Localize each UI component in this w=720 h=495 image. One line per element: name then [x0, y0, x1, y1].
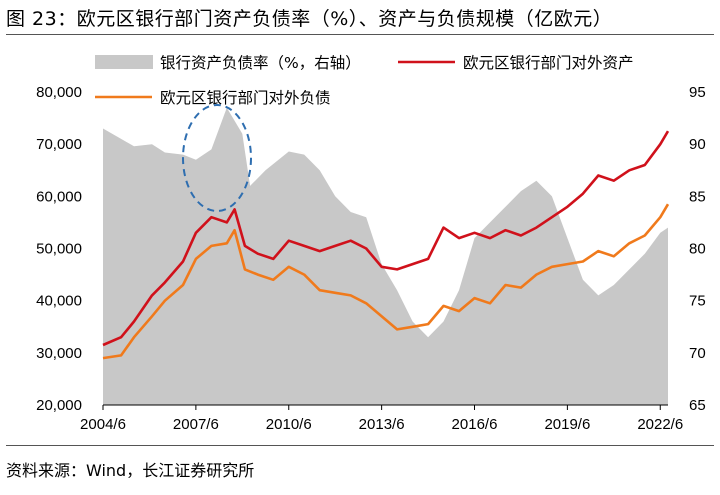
footer-rule	[6, 445, 714, 446]
legend: 银行资产负债率（%，右轴） 欧元区银行部门对外资产 欧元区银行部门对外负债	[95, 54, 634, 107]
chart-title: 图 23：欧元区银行部门资产负债率（%）、资产与负债规模（亿欧元）	[6, 8, 613, 30]
y-left-tick-label: 30,000	[36, 345, 82, 362]
legend-label-ratio: 银行资产负债率（%，右轴）	[160, 54, 361, 72]
y-right-tick-label: 75	[689, 293, 706, 310]
assets-line	[102, 130, 670, 347]
liabilities-line	[102, 203, 670, 360]
y-right-tick-label: 65	[689, 397, 706, 414]
x-tick-label: 2007/6	[173, 416, 219, 433]
y-left-tick-label: 60,000	[36, 188, 82, 205]
legend-label-assets: 欧元区银行部门对外资产	[463, 54, 634, 72]
annotation-ellipse	[182, 104, 252, 212]
x-tick-label: 2022/6	[637, 416, 683, 433]
y-right-tick-label: 90	[689, 136, 706, 153]
x-tick-label: 2013/6	[359, 416, 405, 433]
legend-label-liabilities: 欧元区银行部门对外负债	[160, 89, 331, 107]
y-right-tick-label: 95	[689, 84, 706, 101]
y-right-tick-label: 85	[689, 188, 706, 205]
y-left-tick-label: 50,000	[36, 241, 82, 258]
x-tick-label: 2019/6	[544, 416, 590, 433]
y-left-tick-label: 40,000	[36, 293, 82, 310]
x-tick-label: 2010/6	[266, 416, 312, 433]
ratio-area	[103, 107, 668, 405]
y-left-tick-label: 70,000	[36, 136, 82, 153]
title-rule	[6, 34, 714, 35]
y-left-tick-label: 20,000	[36, 397, 82, 414]
y-right-tick-label: 70	[689, 345, 706, 362]
source-note: 资料来源：Wind，长江证券研究所	[6, 461, 255, 480]
y-left-tick-label: 80,000	[36, 84, 82, 101]
x-tick-label: 2016/6	[452, 416, 498, 433]
plot-area: 20,000 30,000 40,000 50,000 60,000 70,000 80,0…	[36, 84, 706, 433]
x-tick-label: 2004/6	[80, 416, 126, 433]
legend-swatch-ratio	[95, 55, 153, 69]
y-right-tick-label: 80	[689, 241, 706, 258]
